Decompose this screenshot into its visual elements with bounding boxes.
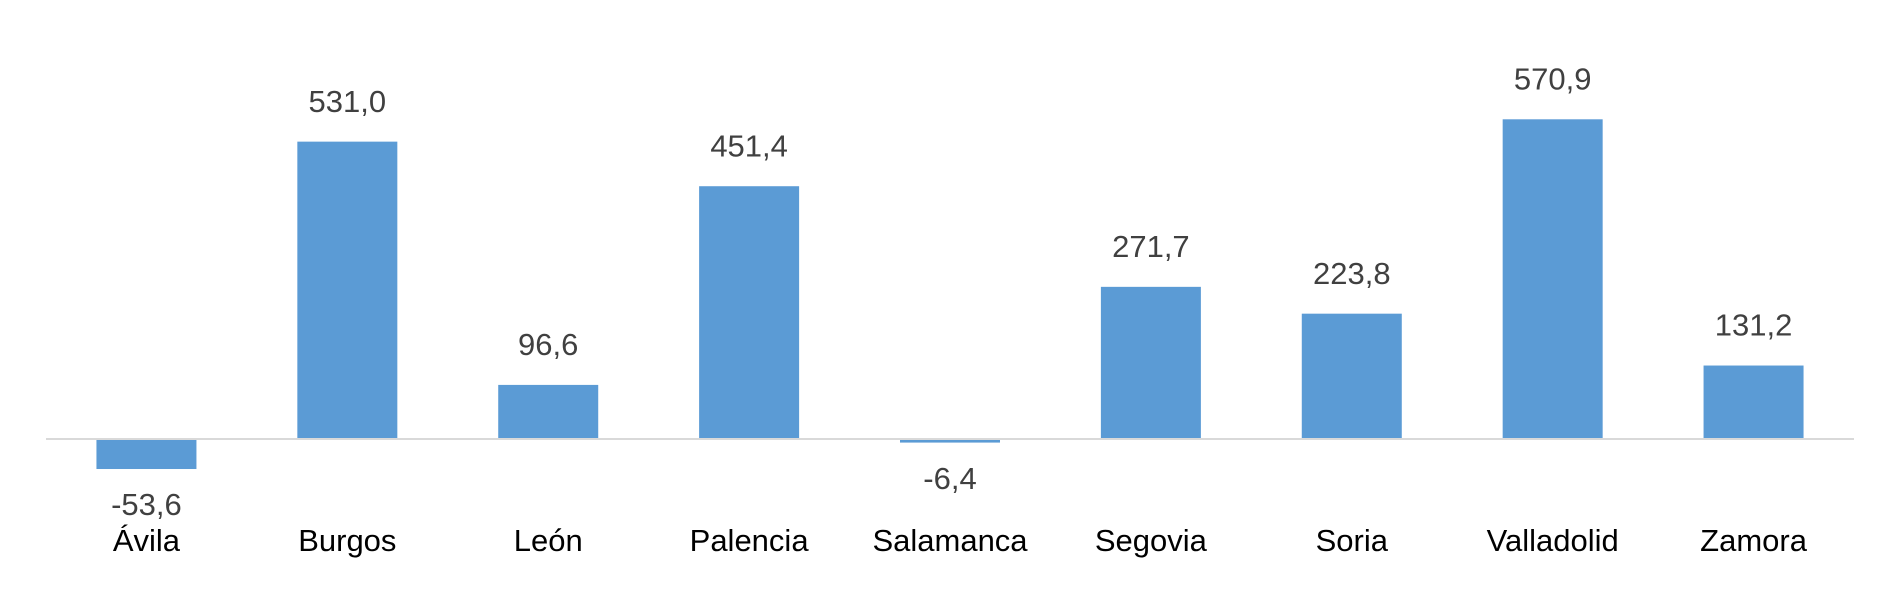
x-tick-label: Soria bbox=[1316, 523, 1389, 558]
bar bbox=[900, 439, 1000, 443]
x-tick-label: Segovia bbox=[1095, 523, 1208, 558]
x-tick-label: Zamora bbox=[1700, 523, 1808, 558]
value-label: -53,6 bbox=[111, 487, 182, 522]
value-label: 223,8 bbox=[1313, 256, 1391, 291]
bar bbox=[1301, 313, 1402, 439]
bar bbox=[699, 186, 800, 439]
value-label: 131,2 bbox=[1715, 308, 1793, 343]
bar bbox=[1100, 286, 1201, 439]
bar bbox=[498, 384, 599, 439]
bar bbox=[297, 141, 398, 439]
x-tick-label: León bbox=[514, 523, 583, 558]
value-label: 96,6 bbox=[518, 327, 578, 362]
bar bbox=[1703, 365, 1804, 439]
bar bbox=[96, 439, 197, 470]
x-tick-label: Palencia bbox=[690, 523, 810, 558]
x-tick-label: Salamanca bbox=[872, 523, 1028, 558]
bar bbox=[1502, 119, 1603, 440]
x-tick-label: Valladolid bbox=[1487, 523, 1619, 558]
value-label: -6,4 bbox=[923, 461, 976, 496]
value-label: 451,4 bbox=[710, 128, 788, 163]
value-label: 271,7 bbox=[1112, 229, 1190, 264]
value-label: 531,0 bbox=[309, 84, 387, 119]
x-tick-label: Ávila bbox=[113, 523, 181, 558]
value-label: 570,9 bbox=[1514, 61, 1592, 96]
x-tick-label: Burgos bbox=[298, 523, 396, 558]
